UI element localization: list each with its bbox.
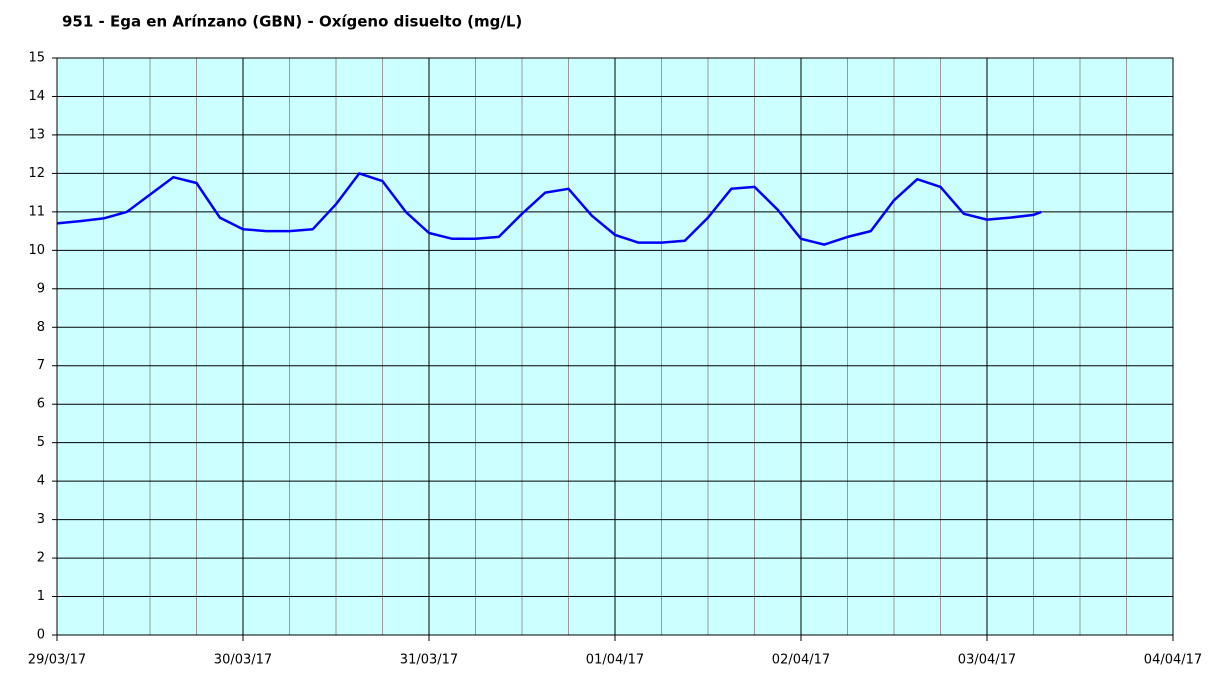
chart-title: 951 - Ega en Arínzano (GBN) - Oxígeno di… <box>62 13 522 31</box>
y-tick-label: 5 <box>37 435 45 450</box>
y-tick-label: 4 <box>37 474 45 489</box>
y-tick-label: 15 <box>28 51 45 66</box>
y-tick-label: 14 <box>28 89 45 104</box>
y-tick-label: 12 <box>28 166 45 181</box>
y-tick-label: 3 <box>37 512 45 527</box>
plot-border <box>56 57 1174 636</box>
x-tick-label: 04/04/17 <box>1144 653 1202 668</box>
y-tick-label: 6 <box>37 397 45 412</box>
x-tick-label: 01/04/17 <box>586 653 644 668</box>
x-tick-label: 30/03/17 <box>214 653 272 668</box>
y-tick-label: 13 <box>28 127 45 142</box>
y-tick-label: 0 <box>37 628 45 643</box>
y-tick-label: 2 <box>37 551 45 566</box>
x-tick-label: 29/03/17 <box>28 653 86 668</box>
y-tick-label: 10 <box>28 243 45 258</box>
x-tick-label: 03/04/17 <box>958 653 1016 668</box>
y-tick-label: 11 <box>28 204 45 219</box>
y-tick-label: 8 <box>37 320 45 335</box>
x-tick-label: 31/03/17 <box>400 653 458 668</box>
x-tick-label: 02/04/17 <box>772 653 830 668</box>
data-line <box>56 172 1042 246</box>
y-tick-label: 1 <box>37 589 45 604</box>
y-tick-label: 9 <box>37 281 45 296</box>
y-tick-label: 7 <box>37 358 45 373</box>
